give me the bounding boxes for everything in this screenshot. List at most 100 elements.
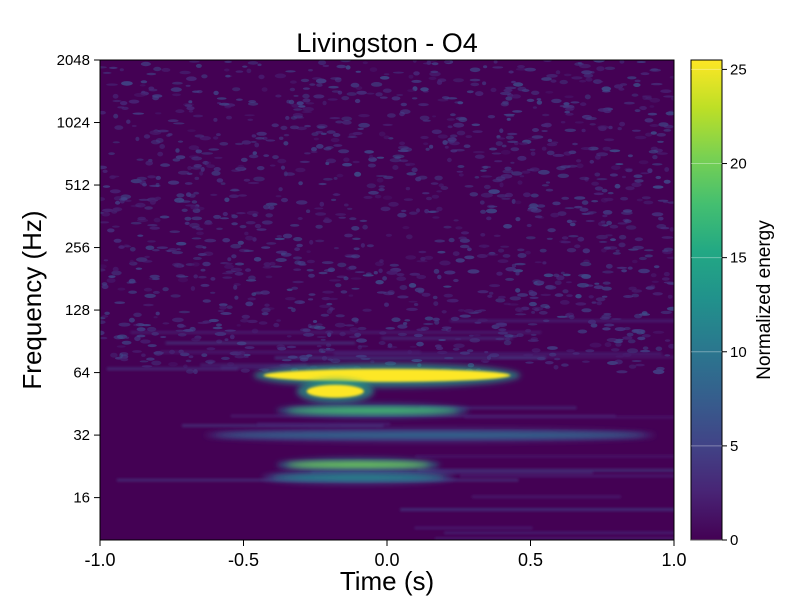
noise-speck [195,149,203,154]
noise-speck [528,291,538,297]
noise-speck [428,76,437,80]
noise-speck [146,72,157,76]
noise-speck [237,240,244,245]
noise-speck [594,282,600,285]
noise-speck [263,262,272,267]
noise-speck [216,133,221,137]
noise-speck [663,129,672,132]
noise-speck [194,176,200,180]
noise-speck [599,316,610,320]
noise-speck [482,360,489,363]
noise-speck [593,285,604,290]
noise-speck [119,68,124,72]
noise-speck [400,109,411,115]
noise-speck [507,132,518,136]
noise-speck [375,92,383,97]
noise-speck [352,237,361,240]
noise-speck [362,61,368,65]
noise-speck [633,83,641,87]
noise-speck [458,173,464,177]
noise-speck [438,183,444,188]
noise-speck [507,140,519,143]
noise-speck [652,155,658,160]
noise-speck [637,336,646,341]
noise-speck [313,94,325,99]
noise-speck [444,145,449,149]
noise-speck [616,370,628,374]
noise-speck [103,259,109,262]
noise-speck [265,202,278,206]
noise-speck [668,343,674,349]
noise-speck [143,303,154,307]
noise-speck [383,291,395,296]
noise-speck [236,98,243,101]
noise-speck [514,262,526,266]
noise-speck [111,270,122,276]
noise-speck [581,70,593,75]
noise-band [257,422,391,426]
noise-speck [434,175,443,181]
noise-speck [612,252,621,255]
noise-speck [664,339,671,342]
noise-speck [188,60,200,63]
noise-speck [110,352,118,358]
noise-speck [474,176,480,179]
noise-speck [245,268,251,272]
noise-speck [295,167,306,173]
noise-speck [603,323,615,327]
noise-speck [320,313,330,317]
noise-speck [344,324,355,327]
noise-speck [134,336,141,342]
noise-speck [569,222,576,227]
noise-speck [579,176,590,181]
noise-speck [140,80,148,84]
noise-speck [309,239,314,245]
noise-speck [289,125,300,130]
noise-speck [614,183,621,189]
noise-speck [141,365,153,368]
noise-speck [483,65,488,69]
noise-speck [219,142,229,146]
noise-speck [585,349,595,353]
noise-speck [607,191,614,195]
noise-band [130,330,542,334]
noise-speck [621,269,627,273]
noise-speck [133,92,146,97]
noise-speck [382,123,393,126]
noise-speck [397,212,407,218]
noise-speck [543,122,552,128]
noise-speck [413,333,423,338]
noise-speck [574,244,581,249]
noise-speck [132,350,142,353]
noise-speck [517,253,527,258]
noise-speck [650,131,657,135]
noise-speck [354,98,361,104]
noise-speck [547,228,556,233]
noise-speck [216,323,222,327]
noise-speck [100,110,106,115]
noise-speck [244,231,249,236]
noise-speck [541,130,548,132]
noise-speck [389,263,399,267]
noise-speck [602,146,611,151]
noise-speck [375,280,384,285]
noise-speck [642,334,651,338]
noise-speck [413,71,420,76]
noise-speck [304,124,311,128]
noise-speck [443,293,453,298]
noise-speck [317,125,326,129]
noise-speck [233,284,238,290]
noise-speck [466,349,474,353]
noise-speck [623,101,635,105]
noise-speck [308,69,313,72]
feature-core [214,432,646,439]
noise-speck [276,235,283,238]
noise-speck [302,107,314,112]
noise-speck [517,155,527,161]
noise-speck [142,182,147,187]
noise-speck [387,113,396,118]
noise-speck [136,158,144,161]
noise-speck [463,144,471,148]
noise-speck [225,74,231,78]
noise-speck [581,200,589,205]
